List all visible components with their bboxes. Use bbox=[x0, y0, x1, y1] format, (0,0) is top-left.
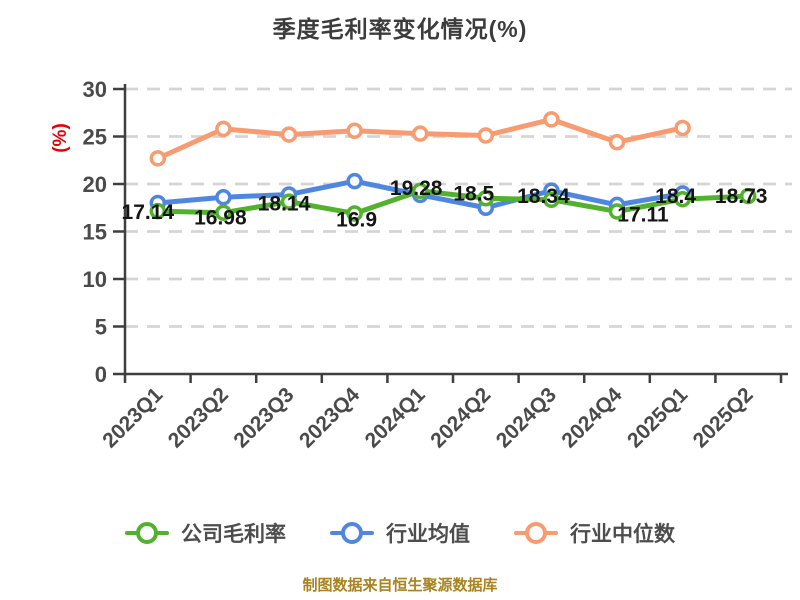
data-point-marker bbox=[477, 190, 495, 207]
data-point-marker bbox=[411, 182, 429, 200]
x-tick-label: 2023Q1 bbox=[98, 383, 167, 452]
data-point-label: 18.4 bbox=[655, 185, 696, 208]
data-source-note: 制图数据来自恒生聚源数据库 bbox=[302, 577, 498, 594]
data-point-marker bbox=[543, 191, 560, 209]
data-point-marker bbox=[346, 122, 363, 140]
data-point-marker bbox=[674, 190, 691, 208]
data-point-marker bbox=[739, 187, 757, 205]
legend-item-company-gross-margin[interactable]: 公司毛利率 bbox=[125, 518, 286, 548]
data-point-marker bbox=[608, 203, 626, 220]
data-point-marker bbox=[149, 202, 167, 220]
data-point-label: 18.73 bbox=[715, 185, 768, 208]
x-tick-label: 2023Q2 bbox=[164, 383, 233, 452]
series-line-0 bbox=[155, 188, 751, 216]
green-line-marker-icon bbox=[125, 521, 169, 545]
data-point-marker bbox=[215, 204, 232, 221]
data-point-marker bbox=[149, 150, 167, 167]
legend-label-industry-median: 行业中位数 bbox=[570, 523, 675, 546]
y-tick-label: 25 bbox=[83, 125, 107, 150]
y-tick-label: 30 bbox=[83, 77, 107, 102]
data-point-marker bbox=[674, 119, 691, 137]
blue-line-marker-icon bbox=[330, 521, 374, 545]
x-tick-label: 2024Q1 bbox=[361, 383, 430, 452]
legend-item-industry-median[interactable]: 行业中位数 bbox=[514, 518, 675, 548]
x-tick-label: 2024Q2 bbox=[426, 383, 495, 452]
legend-label-company-gross-margin: 公司毛利率 bbox=[181, 523, 286, 546]
data-point-marker bbox=[280, 193, 298, 210]
y-tick-label: 0 bbox=[95, 362, 107, 387]
data-point-marker bbox=[411, 125, 429, 142]
data-point-label: 17.14 bbox=[122, 201, 175, 224]
y-tick-label: 5 bbox=[95, 315, 107, 340]
orange-line-marker-icon bbox=[514, 521, 558, 545]
y-tick-label: 20 bbox=[83, 172, 107, 197]
legend-item-industry-average[interactable]: 行业均值 bbox=[330, 518, 470, 548]
data-point-marker bbox=[346, 172, 363, 190]
data-point-label: 18.5 bbox=[453, 182, 494, 205]
data-point-marker bbox=[477, 127, 495, 144]
y-tick-label: 10 bbox=[83, 267, 107, 292]
y-axis-unit-label: (%) bbox=[50, 123, 71, 153]
data-point-marker bbox=[215, 189, 232, 206]
data-point-marker bbox=[543, 111, 560, 128]
x-tick-label: 2024Q3 bbox=[492, 383, 561, 452]
data-point-label: 19.28 bbox=[390, 177, 443, 200]
data-point-marker bbox=[608, 133, 626, 151]
x-tick-label: 2025Q2 bbox=[689, 383, 758, 452]
y-tick-label: 15 bbox=[83, 220, 107, 245]
data-point-label: 18.14 bbox=[258, 193, 311, 216]
data-point-label: 16.9 bbox=[336, 208, 377, 231]
x-tick-label: 2023Q3 bbox=[229, 383, 298, 452]
data-point-marker bbox=[346, 205, 363, 222]
x-tick-label: 2024Q4 bbox=[557, 383, 626, 452]
legend-label-industry-average: 行业均值 bbox=[386, 523, 470, 546]
data-point-marker bbox=[215, 120, 232, 138]
chart-title: 季度毛利率变化情况(%) bbox=[272, 16, 528, 42]
data-point-label: 16.98 bbox=[194, 207, 247, 230]
data-point-label: 18.34 bbox=[517, 185, 570, 208]
x-tick-label: 2025Q1 bbox=[623, 383, 692, 452]
data-point-marker bbox=[280, 126, 298, 143]
chart-legend: 公司毛利率 行业均值 行业中位数 bbox=[0, 518, 800, 548]
x-tick-label: 2023Q4 bbox=[295, 383, 364, 452]
data-point-label: 17.11 bbox=[617, 203, 669, 226]
